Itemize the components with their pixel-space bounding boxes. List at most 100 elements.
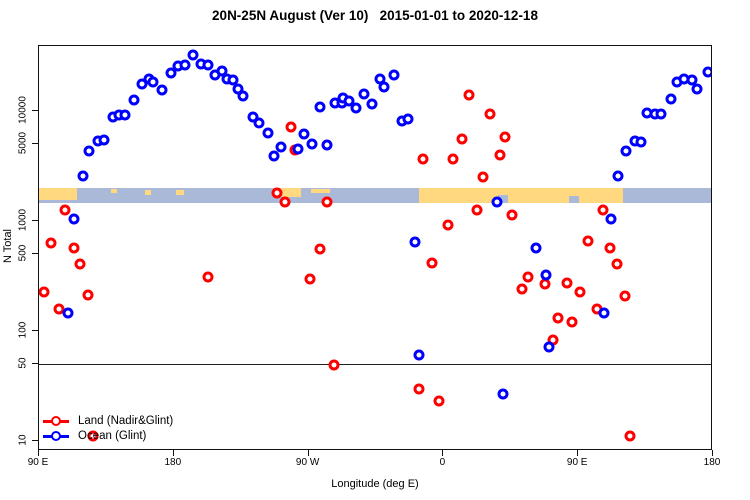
ocean-data-point <box>343 95 355 107</box>
ocean-data-point <box>232 83 244 95</box>
ocean-data-point <box>306 138 318 150</box>
land-data-point <box>45 237 57 249</box>
land-data-point <box>87 430 99 442</box>
legend-circle-icon <box>51 415 61 426</box>
ocean-data-point <box>262 127 274 139</box>
land-data-point <box>285 121 297 133</box>
ocean-data-point <box>691 83 703 95</box>
land-data-point <box>499 131 511 143</box>
legend: Land (Nadir&Glint) Ocean (Glint) <box>43 413 173 443</box>
ocean-data-point <box>378 81 390 93</box>
reference-line-50 <box>39 364 711 366</box>
land-data-point <box>552 312 564 324</box>
land-data-point <box>471 204 483 216</box>
y-tick-label: 100 <box>17 321 29 339</box>
y-tick-label: 1000 <box>17 208 29 232</box>
land-data-point <box>447 153 459 165</box>
ocean-data-point <box>702 66 711 78</box>
ocean-data-point <box>202 59 214 71</box>
ocean-data-point <box>98 134 110 146</box>
y-tick-mark <box>32 143 38 145</box>
land-data-point <box>604 242 616 254</box>
ocean-data-point <box>187 49 199 61</box>
ocean-data-point <box>388 69 400 81</box>
legend-circle-icon <box>51 430 61 441</box>
land-data-point <box>417 153 429 165</box>
ocean-data-point <box>543 341 555 353</box>
land-data-point <box>314 243 326 255</box>
y-tick-mark <box>32 220 38 221</box>
ocean-data-point <box>350 102 362 114</box>
map-band-land-segment <box>39 187 78 201</box>
y-tick-label: 500 <box>17 244 29 262</box>
map-band-ocean-notch <box>569 195 579 204</box>
land-data-point <box>494 149 506 161</box>
ocean-data-point <box>147 76 159 88</box>
land-data-point <box>477 171 489 183</box>
ocean-data-point <box>298 128 310 140</box>
ocean-data-point <box>156 84 168 96</box>
land-data-point <box>574 286 586 298</box>
ocean-data-point <box>275 141 287 153</box>
y-tick-mark <box>32 110 38 111</box>
land-data-point <box>463 89 475 101</box>
x-tick-mark <box>38 450 39 456</box>
ocean-data-point <box>268 150 280 162</box>
y-tick-label: 50 <box>17 357 29 369</box>
map-band-land-segment <box>145 190 152 195</box>
map-band-ocean-notch <box>498 194 508 204</box>
ocean-data-point <box>402 113 414 125</box>
land-data-point <box>321 196 333 208</box>
legend-item: Land (Nadir&Glint) <box>43 413 173 428</box>
ocean-data-point <box>119 109 131 121</box>
map-band-land-segment <box>418 187 624 204</box>
ocean-data-point <box>247 111 259 123</box>
chart-title: 20N-25N August (Ver 10) 2015-01-01 to 20… <box>212 8 538 23</box>
land-data-point <box>522 271 534 283</box>
ocean-data-point <box>321 139 333 151</box>
land-data-point <box>82 289 94 301</box>
y-tick-label: 10000 <box>17 96 29 124</box>
legend-label: Ocean (Glint) <box>78 429 147 442</box>
land-data-point <box>328 359 340 371</box>
ocean-data-point <box>491 196 503 208</box>
y-tick-mark <box>32 330 38 331</box>
land-data-point <box>456 133 468 145</box>
ocean-data-point <box>540 269 552 281</box>
ocean-data-point <box>598 307 610 319</box>
ocean-data-point <box>605 213 617 225</box>
ocean-data-point <box>253 117 265 129</box>
ocean-data-point <box>497 388 509 400</box>
land-data-point <box>68 242 80 254</box>
land-data-point <box>619 290 631 302</box>
ocean-data-point <box>366 98 378 110</box>
ocean-data-point <box>409 236 421 248</box>
legend-label: Land (Nadir&Glint) <box>78 414 174 427</box>
y-tick-mark <box>32 253 38 255</box>
x-tick-label: 180 <box>703 457 721 468</box>
x-tick-label: 180 <box>164 457 182 468</box>
map-band-land-segment <box>110 189 117 194</box>
land-data-point <box>39 286 50 298</box>
land-data-point <box>426 257 438 269</box>
ocean-data-point <box>237 90 249 102</box>
land-data-point <box>611 258 623 270</box>
x-tick-label: 90 W <box>295 457 320 468</box>
ocean-data-point <box>179 59 191 71</box>
x-tick-mark <box>442 450 444 456</box>
x-tick-mark <box>712 450 713 456</box>
ocean-data-point <box>620 145 632 157</box>
land-data-point <box>561 277 573 289</box>
land-data-point <box>582 235 594 247</box>
plot-area: Land (Nadir&Glint) Ocean (Glint) <box>38 45 712 450</box>
ocean-data-point <box>165 67 177 79</box>
ocean-data-point <box>77 170 89 182</box>
x-tick-mark <box>172 450 174 456</box>
land-data-point <box>506 209 518 221</box>
map-band-land-segment <box>310 188 330 193</box>
x-axis-title: Longitude (deg E) <box>331 478 419 490</box>
land-data-point <box>516 283 528 295</box>
map-band-land-segment <box>176 190 184 195</box>
x-tick-label: 90 E <box>566 457 588 468</box>
ocean-data-point <box>413 349 425 361</box>
